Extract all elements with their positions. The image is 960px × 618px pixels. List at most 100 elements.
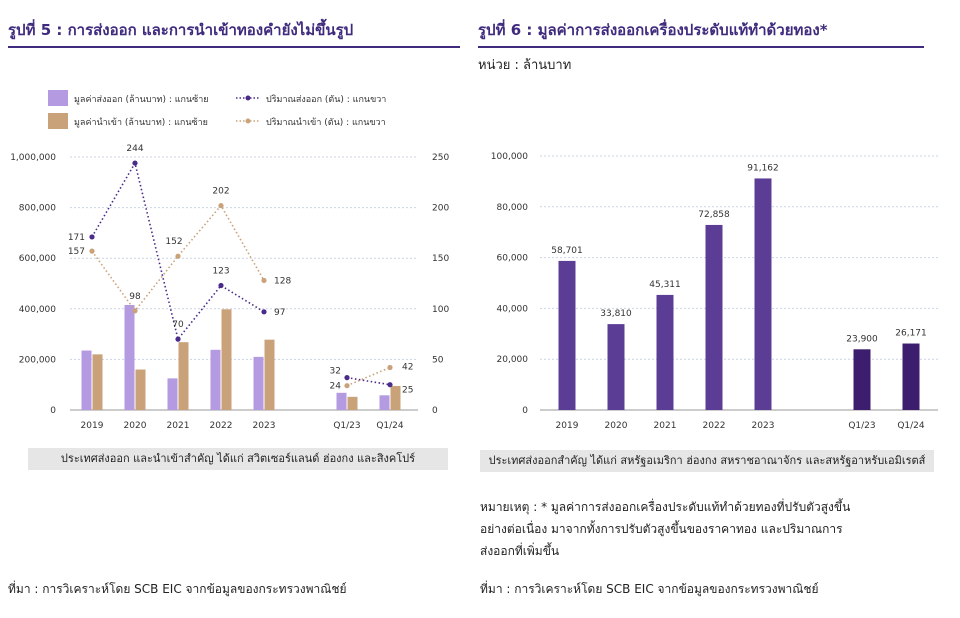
y-tick-left: 1,000,000	[10, 153, 56, 163]
figure5-title: รูปที่ 5 : การส่งออก และการนำเข้าทองคำยั…	[8, 21, 354, 39]
export-volume-line	[91, 160, 265, 341]
import-volume-label: 152	[165, 237, 182, 247]
bar-import	[92, 354, 103, 410]
figure6-note-line3: ส่งออกที่เพิ่มขึ้น	[480, 544, 560, 558]
export-volume-point	[344, 375, 350, 381]
import-volume-point	[344, 383, 350, 389]
bar-value-label: 72,858	[698, 210, 730, 220]
figure6-note-line2: อย่างต่อเนื่อง มาจากทั้งการปรับตัวสูงขึ้…	[480, 522, 843, 536]
figure6-source: ที่มา : การวิเคราะห์โดย SCB EIC จากข้อมู…	[480, 582, 819, 596]
import-volume-label: 98	[129, 292, 141, 302]
bar-jewelry-export	[902, 343, 920, 410]
x-tick: 2020	[124, 421, 147, 431]
x-tick: 2023	[253, 421, 276, 431]
legend-label-1: ปริมาณส่งออก (ตัน) : แกนขวา	[266, 94, 386, 105]
import-volume-point	[132, 308, 138, 314]
x-tick: Q1/24	[376, 421, 404, 431]
bar-jewelry-export	[656, 294, 674, 410]
bar-import	[221, 309, 232, 410]
x-tick: 2021	[167, 421, 190, 431]
x-tick: 2023	[752, 421, 775, 431]
figure6-title-rule	[478, 46, 924, 48]
y-tick-left: 0	[50, 406, 56, 416]
import-volume-point	[261, 277, 267, 284]
import-volume-label: 128	[274, 276, 291, 286]
import-volume-point	[387, 364, 393, 371]
bar-value-label: 26,171	[895, 329, 927, 339]
bar-jewelry-export	[705, 224, 723, 410]
export-volume-label: 171	[68, 233, 85, 243]
figure5-caption: ประเทศส่งออก และนำเข้าสำคัญ ได้แก่ สวิตเ…	[28, 448, 448, 470]
bar-jewelry-export	[853, 349, 871, 410]
y-tick-right: 150	[432, 254, 449, 264]
y-tick: 80,000	[497, 203, 529, 213]
import-volume-line	[91, 204, 265, 313]
figure5-source: ที่มา : การวิเคราะห์โดย SCB EIC จากข้อมู…	[8, 582, 347, 596]
y-tick-right: 50	[432, 355, 444, 365]
legend-swatch-0	[48, 90, 68, 106]
import-volume-label: 157	[68, 247, 85, 257]
y-tick-right: 100	[432, 305, 449, 315]
figure6-title: รูปที่ 6 : มูลค่าการส่งออกเครื่องประดับแ…	[478, 21, 828, 39]
bar-export	[167, 378, 178, 410]
bar-export	[336, 392, 347, 410]
x-tick: 2019	[81, 421, 104, 431]
y-tick-left: 400,000	[19, 305, 56, 315]
figure5-chart: มูลค่าส่งออก (ล้านบาท) : แกนซ้าย ปริมาณส่…	[10, 90, 449, 431]
export-volume-point	[261, 309, 267, 315]
bar-import	[178, 342, 189, 410]
x-tick: 2022	[210, 421, 233, 431]
export-volume-label: 32	[330, 367, 341, 377]
export-volume-label: 70	[172, 320, 184, 330]
legend-marker-1	[245, 95, 251, 101]
figure6-caption: ประเทศส่งออกสำคัญ ได้แก่ สหรัฐอเมริกา ฮ่…	[480, 450, 934, 472]
y-tick: 20,000	[497, 355, 529, 365]
bar-value-label: 45,311	[649, 280, 681, 290]
bar-import	[390, 385, 401, 410]
export-volume-point	[175, 336, 181, 342]
x-tick: Q1/24	[897, 421, 925, 431]
bar-import	[347, 396, 358, 410]
x-tick: Q1/23	[333, 421, 360, 431]
bar-value-label: 58,701	[551, 246, 583, 256]
export-volume-label: 25	[402, 386, 413, 396]
y-tick-right: 0	[432, 406, 438, 416]
export-volume-point	[387, 382, 393, 388]
figure6-chart: 0 20,000 40,000 60,000 80,000 100,000 58,701 20…	[491, 152, 938, 431]
bar-jewelry-export	[754, 178, 772, 410]
bar-export	[81, 350, 92, 410]
figure5-title-rule	[8, 46, 460, 48]
y-tick: 0	[522, 406, 528, 416]
bar-jewelry-export	[607, 324, 625, 410]
legend-label-3: ปริมาณนำเข้า (ตัน) : แกนขวา	[266, 117, 386, 128]
import-volume-point	[175, 253, 181, 259]
x-tick: 2022	[703, 421, 726, 431]
import-volume-label: 202	[212, 187, 229, 197]
import-volume-point	[218, 202, 224, 209]
import-volume-point	[89, 248, 95, 254]
y-tick-left: 200,000	[19, 355, 56, 365]
y-tick: 100,000	[491, 152, 528, 162]
bar-value-label: 23,900	[846, 334, 878, 344]
x-tick: 2020	[605, 421, 628, 431]
export-volume-label: 244	[126, 144, 143, 154]
export-volume-point	[218, 282, 224, 289]
y-tick-left: 800,000	[19, 204, 56, 214]
legend-label-0: มูลค่าส่งออก (ล้านบาท) : แกนซ้าย	[74, 94, 209, 105]
export-volume-point	[132, 160, 138, 166]
bar-import	[264, 339, 275, 410]
bar-import	[135, 369, 146, 410]
y-tick-left: 600,000	[19, 254, 56, 264]
export-volume-point	[89, 234, 95, 240]
legend-label-2: มูลค่านำเข้า (ล้านบาท) : แกนซ้าย	[74, 117, 208, 128]
y-tick-right: 200	[432, 204, 449, 214]
figure6-note: หมายเหตุ : * มูลค่าการส่งออกเครื่องประดั…	[480, 496, 950, 562]
y-tick: 40,000	[497, 304, 529, 314]
bar-jewelry-export	[558, 260, 576, 410]
y-tick: 60,000	[497, 254, 529, 264]
bar-export	[379, 395, 390, 410]
bar-export	[210, 349, 221, 410]
x-tick: 2019	[556, 421, 579, 431]
import-volume-label: 24	[330, 382, 342, 392]
bar-export	[253, 356, 264, 410]
